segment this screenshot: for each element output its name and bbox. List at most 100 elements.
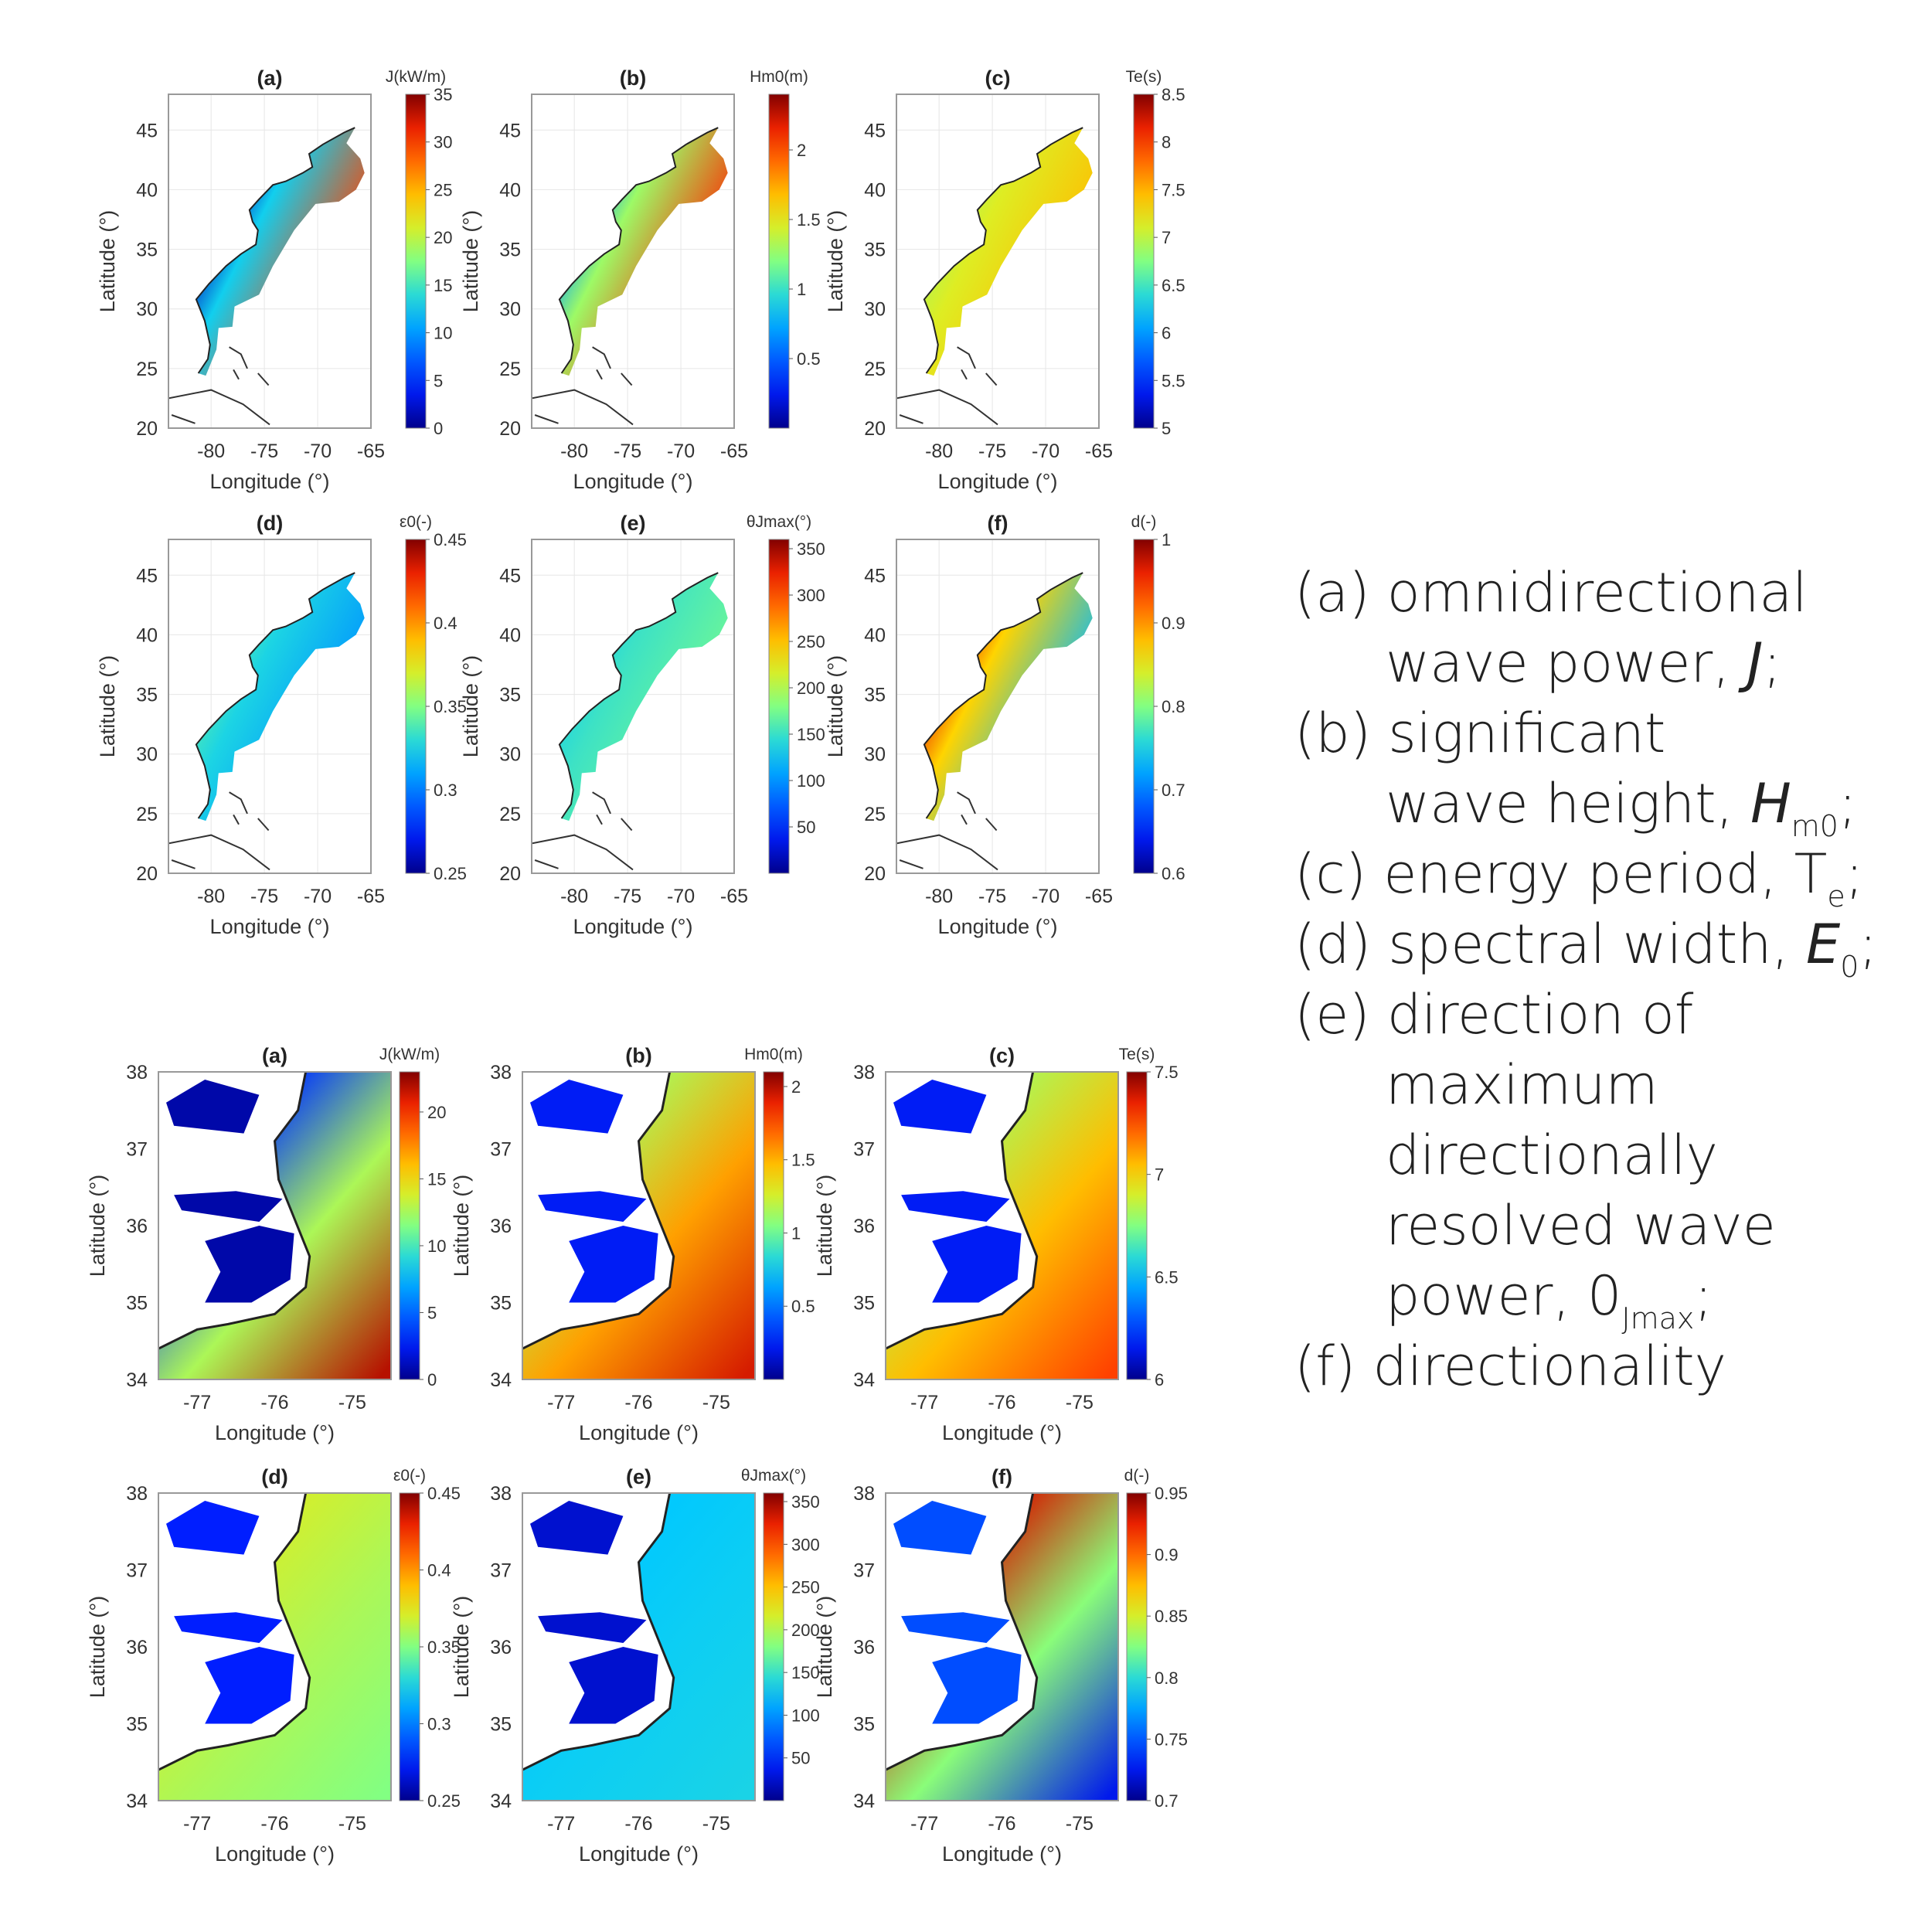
- legend-a-line2: wave power,: [1386, 631, 1747, 695]
- colorbar-tick-label-2: 0.35: [427, 1638, 461, 1657]
- x-tick-label-3: -65: [1085, 440, 1113, 462]
- y-tick-label-1: 35: [853, 1293, 875, 1315]
- colorbar-tick-label-3: 2: [797, 141, 806, 160]
- map-field: [532, 127, 728, 426]
- legend-e-line4: resolved wave: [1386, 1194, 1776, 1257]
- colorbar-tick-label-4: 250: [797, 632, 825, 651]
- y-tick-label-3: 37: [853, 1139, 875, 1161]
- coastline: [522, 1493, 675, 1771]
- legend-item-b: (b) significant: [1294, 699, 1913, 769]
- colorbar-tick-label-0: 0.6: [1162, 864, 1185, 883]
- island-2: [596, 814, 603, 825]
- y-axis-label: Latitude (°): [86, 1596, 109, 1698]
- coastline: [195, 127, 355, 374]
- colorbar-tick-label-0: 0.25: [434, 864, 467, 883]
- y-tick-label-5: 45: [136, 120, 158, 141]
- colorbar: [768, 94, 790, 429]
- colorbar-tick-label-0: 6: [1155, 1370, 1164, 1389]
- island-2: [233, 814, 240, 825]
- sound-2: [538, 1191, 647, 1222]
- island-4: [171, 414, 196, 424]
- island-1: [592, 346, 611, 369]
- y-axis-label: Latitude (°): [459, 210, 482, 312]
- y-tick-label-1: 35: [126, 1714, 148, 1736]
- legend-c-subscript: e: [1827, 879, 1845, 913]
- y-axis-label: Latitude (°): [813, 1175, 836, 1277]
- colorbar-tick-label-2: 1.5: [791, 1151, 815, 1170]
- x-tick-label-0: -80: [197, 886, 225, 907]
- x-tick-label-1: -75: [614, 886, 641, 907]
- y-axis-label: Latitude (°): [450, 1596, 473, 1698]
- legend-e-subscript: Jmax: [1621, 1301, 1695, 1335]
- colorbar-tick-label-1: 6.5: [1155, 1267, 1179, 1287]
- colorbar-tick-label-3: 0.4: [434, 614, 457, 633]
- panel-title: (e): [626, 1465, 651, 1488]
- legend-e-line5: power, 0: [1386, 1264, 1622, 1328]
- panel-title: (d): [257, 512, 283, 535]
- island-3: [621, 818, 633, 832]
- legend-item-f: (f) directionality: [1294, 1332, 1913, 1402]
- map-field: [896, 127, 1093, 426]
- colorbar-tick-label-2: 10: [434, 324, 452, 343]
- island-2: [961, 369, 968, 380]
- legend-item-a-cont: wave power, J;: [1294, 628, 1913, 699]
- sound-1: [530, 1501, 624, 1555]
- legend-item-d: (d) spectral width, E0;: [1294, 910, 1913, 981]
- colorbar-tick-label-2: 0.35: [434, 697, 467, 716]
- panel-title: (c): [985, 66, 1011, 90]
- y-tick-label-3: 37: [490, 1139, 512, 1161]
- sound-0: [932, 1226, 1022, 1303]
- panel-9: -77 -76 -75 34 35 36 37 38 Longitude (°) Latitude…: [86, 1465, 461, 1866]
- map-field: [522, 1072, 755, 1379]
- x-axis-label: Longitude (°): [215, 1421, 335, 1444]
- island-4: [171, 859, 196, 869]
- x-axis-label: Longitude (°): [579, 1842, 699, 1866]
- colorbar-tick-label-2: 6: [1162, 324, 1171, 343]
- sound-2: [174, 1612, 283, 1643]
- y-tick-label-3: 37: [490, 1560, 512, 1582]
- colorbar-tick-label-2: 1.5: [797, 210, 821, 230]
- y-tick-label-0: 34: [490, 1791, 512, 1812]
- x-tick-label-0: -77: [910, 1392, 938, 1413]
- y-tick-label-4: 40: [499, 624, 521, 646]
- island-3: [985, 818, 998, 832]
- coastline: [886, 1072, 1039, 1350]
- x-tick-label-3: -65: [357, 886, 385, 907]
- y-axis-label: Latitude (°): [824, 210, 847, 312]
- x-axis-label: Longitude (°): [215, 1842, 335, 1866]
- colorbar: [763, 1492, 784, 1801]
- sound-1: [166, 1080, 260, 1134]
- panel-5: -80 -75 -70 -65 20 25 30 35 40 45 Longitude (°) Lat…: [824, 512, 1185, 938]
- panel-6: -77 -76 -75 34 35 36 37 38 Longitude (°) Latitude…: [86, 1044, 446, 1444]
- y-tick-label-4: 38: [126, 1483, 148, 1505]
- x-axis-label: Longitude (°): [942, 1842, 1062, 1866]
- panel-title: (b): [620, 66, 646, 90]
- x-axis-label: Longitude (°): [938, 470, 1058, 493]
- colorbar-tick-label-0: 0: [427, 1370, 437, 1389]
- island-3: [621, 372, 633, 386]
- figure-legend: (a) omnidirectional wave power, J; (b) s…: [1294, 558, 1913, 1402]
- x-tick-label-0: -80: [560, 440, 588, 462]
- axes-frame: [885, 1492, 1119, 1801]
- coastline: [558, 572, 719, 819]
- axes-frame: [896, 94, 1100, 429]
- colorbar-tick-label-7: 8.5: [1162, 85, 1185, 104]
- map-field: [896, 572, 1093, 871]
- colorbar-title: d(-): [1131, 513, 1157, 531]
- x-tick-label-1: -75: [978, 886, 1006, 907]
- x-tick-label-0: -77: [183, 1813, 211, 1835]
- axes-frame: [522, 1492, 756, 1801]
- y-tick-label-4: 40: [499, 179, 521, 201]
- legend-b-subscript: m0: [1791, 809, 1838, 843]
- coastline: [158, 1493, 311, 1771]
- y-tick-label-2: 36: [126, 1637, 148, 1658]
- coastline: [923, 127, 1083, 374]
- panel-title: (b): [625, 1044, 651, 1067]
- x-tick-label-0: -80: [925, 440, 953, 462]
- x-tick-label-0: -80: [197, 440, 225, 462]
- y-tick-label-0: 20: [136, 863, 158, 885]
- y-tick-label-4: 38: [126, 1062, 148, 1083]
- y-tick-label-2: 36: [853, 1637, 875, 1658]
- x-tick-label-0: -80: [925, 886, 953, 907]
- colorbar-tick-label-3: 200: [791, 1621, 820, 1640]
